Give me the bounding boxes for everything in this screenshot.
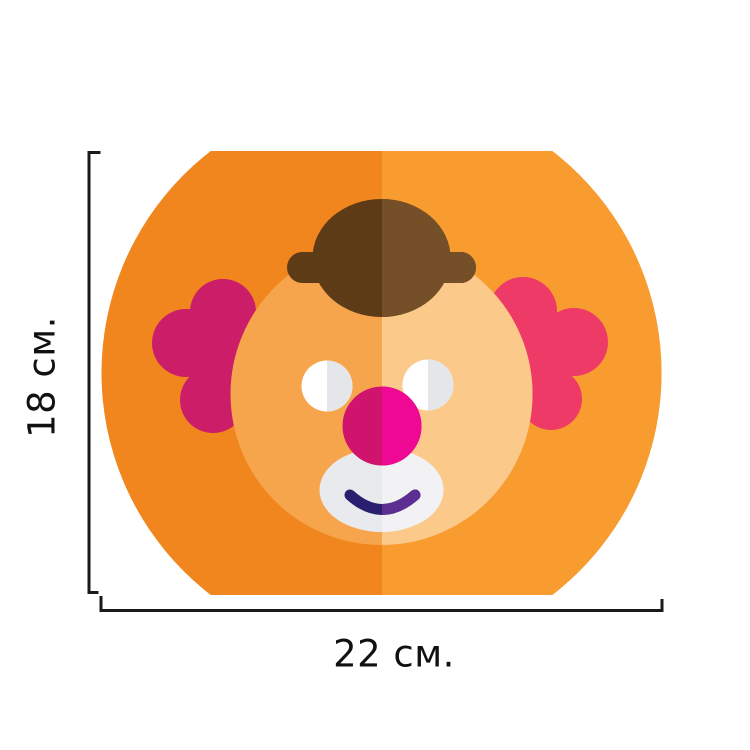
width-line (99, 609, 664, 612)
height-label: 18 см. (21, 316, 64, 438)
width-tick-right (660, 599, 664, 612)
clown-icon (101, 151, 662, 595)
hat-brim-shade (382, 252, 476, 283)
width-dimension-line (99, 596, 664, 612)
width-label: 22 см. (333, 633, 455, 676)
hat-right (382, 199, 476, 317)
height-tick-top (87, 151, 101, 154)
right-eye-shade (428, 359, 454, 411)
height-line (87, 151, 91, 594)
left-eye-shade (327, 360, 353, 412)
width-tick-left (99, 596, 103, 612)
height-dimension-line (87, 151, 101, 594)
nose-right (382, 386, 422, 466)
smile-mouth-right (382, 489, 421, 515)
height-tick-bottom (87, 591, 99, 594)
